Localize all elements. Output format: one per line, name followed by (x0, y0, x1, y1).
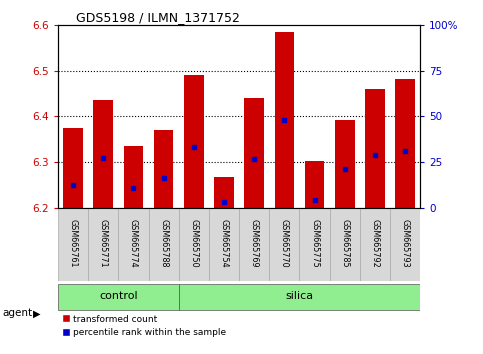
Bar (63, 128, 83, 208)
Text: GSM665761: GSM665761 (69, 219, 78, 268)
Bar (360, 208, 390, 281)
Bar (395, 79, 415, 208)
Bar (118, 208, 149, 281)
Bar (154, 130, 173, 208)
Bar (88, 208, 118, 281)
Bar (209, 208, 239, 281)
Text: GSM665788: GSM665788 (159, 219, 168, 268)
Text: GSM665771: GSM665771 (99, 219, 108, 268)
Bar (124, 146, 143, 208)
Bar (365, 89, 385, 208)
Text: GSM665754: GSM665754 (219, 219, 228, 268)
Text: GSM665769: GSM665769 (250, 219, 259, 268)
Bar (239, 208, 270, 281)
Text: GSM665774: GSM665774 (129, 219, 138, 268)
Text: silica: silica (285, 291, 313, 302)
Text: GSM665792: GSM665792 (370, 219, 380, 268)
Legend: transformed count, percentile rank within the sample: transformed count, percentile rank withi… (62, 315, 227, 337)
Bar (179, 208, 209, 281)
Text: GSM665785: GSM665785 (340, 219, 349, 268)
Bar (244, 98, 264, 208)
Text: GDS5198 / ILMN_1371752: GDS5198 / ILMN_1371752 (76, 11, 240, 24)
Bar (330, 208, 360, 281)
Bar (58, 208, 88, 281)
Bar (179, 284, 420, 310)
Bar (305, 161, 325, 208)
Text: agent: agent (2, 308, 32, 318)
Bar (214, 177, 234, 208)
Bar (93, 101, 113, 208)
Bar (390, 208, 420, 281)
Text: ▶: ▶ (33, 308, 41, 318)
Bar (149, 208, 179, 281)
Text: GSM665775: GSM665775 (310, 219, 319, 268)
Bar (274, 32, 294, 208)
Text: GSM665750: GSM665750 (189, 219, 199, 268)
Text: GSM665770: GSM665770 (280, 219, 289, 268)
Bar (58, 284, 179, 310)
Bar (184, 75, 204, 208)
Bar (270, 208, 299, 281)
Bar (335, 120, 355, 208)
Text: control: control (99, 291, 138, 302)
Text: GSM665793: GSM665793 (400, 219, 410, 268)
Bar (299, 208, 330, 281)
